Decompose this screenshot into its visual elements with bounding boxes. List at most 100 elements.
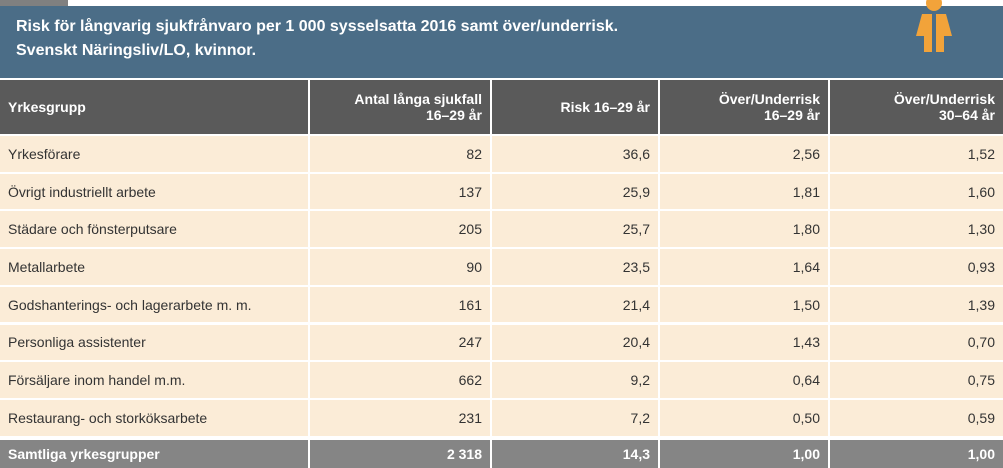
body-cell: 137 [310, 173, 490, 210]
header-cell: Risk 16–29 år [492, 80, 658, 134]
cell-text: 30–64 år [938, 107, 995, 123]
header-cell: Antal långa sjukfall 16–29 år [310, 80, 490, 134]
body-cell: Godshanterings- och lagerarbete m. m. [0, 286, 308, 323]
header-cell: Över/Underrisk 30–64 år [830, 80, 1003, 134]
body-cell: 1,43 [660, 324, 828, 361]
body-cell: 205 [310, 211, 490, 248]
cell-text: 1,60 [967, 183, 995, 200]
cell-text: 1,81 [792, 183, 820, 200]
cell-text: 16–29 år [763, 107, 820, 123]
body-cell: 23,5 [492, 249, 658, 285]
cell-text: 16–29 år [425, 107, 482, 123]
woman-icon [916, 0, 952, 52]
cell-text: 0,70 [967, 334, 995, 351]
body-cell: Restaurang- och storköksarbete [0, 399, 308, 436]
cell-text: 2,56 [792, 145, 820, 162]
body-cell: 1,30 [830, 211, 1003, 248]
footer-cell: 14,3 [492, 440, 658, 468]
cell-text: Samtliga yrkesgrupper [8, 446, 160, 462]
body-cell: 36,6 [492, 136, 658, 172]
body-cell: Yrkesförare [0, 136, 308, 172]
cell-text: 1,80 [792, 221, 820, 238]
cell-text: 1,39 [967, 296, 995, 313]
cell-text: 1,64 [792, 258, 820, 275]
body-cell: 247 [310, 324, 490, 361]
body-cell: 2,56 [660, 136, 828, 172]
cell-text: 0,75 [967, 372, 995, 389]
body-cell: 25,7 [492, 211, 658, 248]
tab [0, 0, 68, 6]
cell-text: 1,43 [792, 334, 820, 351]
body-cell: Övrigt industriellt arbete [0, 173, 308, 210]
cell-text: 247 [458, 334, 482, 351]
body-cell: 20,4 [492, 324, 658, 361]
cell-text: Personliga assistenter [8, 334, 146, 351]
body-cell: 90 [310, 249, 490, 285]
cell-text: 161 [458, 296, 482, 313]
cell-text: Yrkesförare [8, 145, 81, 162]
cell-text: 662 [458, 372, 482, 389]
body-cell: 1,52 [830, 136, 1003, 172]
footer-cell: 2 318 [310, 440, 490, 468]
header-cell: Över/Underrisk 16–29 år [660, 80, 828, 134]
body-cell: 0,75 [830, 362, 1003, 398]
cell-text: 21,4 [622, 296, 650, 313]
body-cell: 0,50 [660, 399, 828, 436]
body-cell: 25,9 [492, 173, 658, 210]
body-cell: 662 [310, 362, 490, 398]
body-cell: 0,59 [830, 399, 1003, 436]
body-cell: 0,93 [830, 249, 1003, 285]
body-cell: 7,2 [492, 399, 658, 436]
cell-text: Yrkesgrupp [8, 99, 86, 115]
header-cell: Yrkesgrupp [0, 80, 308, 134]
footer-cell: 1,00 [660, 440, 828, 468]
title-line: Risk för långvarig sjukfrånvaro per 1 00… [16, 18, 619, 35]
cell-text: 1,00 [792, 446, 820, 462]
cell-text: 9,2 [630, 372, 650, 389]
footer-cell: Samtliga yrkesgrupper [0, 440, 308, 468]
cell-text: Godshanterings- och lagerarbete m. m. [8, 296, 252, 313]
body-cell: 1,39 [830, 286, 1003, 323]
cell-text: 90 [466, 258, 482, 275]
body-cell: Metallarbete [0, 249, 308, 285]
cell-text: 0,50 [792, 409, 820, 426]
body-cell: 1,81 [660, 173, 828, 210]
cell-text: 1,50 [792, 296, 820, 313]
cell-text: 0,93 [967, 258, 995, 275]
footer-cell: 1,00 [830, 440, 1003, 468]
cell-text: 0,64 [792, 372, 820, 389]
cell-text: 137 [458, 183, 482, 200]
body-cell: 82 [310, 136, 490, 172]
body-cell: 231 [310, 399, 490, 436]
cell-text: Städare och fönsterputsare [8, 221, 177, 238]
cell-text: 231 [458, 409, 482, 426]
body-cell: Försäljare inom handel m.m. [0, 362, 308, 398]
cell-text: Över/Underrisk [893, 91, 995, 107]
cell-text: Försäljare inom handel m.m. [8, 372, 186, 389]
cell-text: 1,52 [967, 145, 995, 162]
cell-text: Antal långa sjukfall [354, 91, 482, 107]
title-band: Risk för långvarig sjukfrånvaro per 1 00… [0, 6, 1003, 78]
cell-text: 82 [466, 145, 482, 162]
cell-text: 25,7 [622, 221, 650, 238]
cell-text: Över/Underrisk [718, 91, 820, 107]
cell-text: Metallarbete [8, 258, 86, 275]
body-cell: 1,50 [660, 286, 828, 323]
body-cell: Personliga assistenter [0, 324, 308, 361]
cell-text: 36,6 [622, 145, 650, 162]
body-cell: 1,64 [660, 249, 828, 285]
body-cell: 161 [310, 286, 490, 323]
cell-text: Övrigt industriellt arbete [8, 183, 156, 200]
cell-text: 20,4 [622, 334, 650, 351]
cell-text: Restaurang- och storköksarbete [8, 409, 208, 426]
cell-text: 14,3 [622, 446, 650, 462]
body-cell: 1,80 [660, 211, 828, 248]
cell-text: 1,00 [967, 446, 995, 462]
cell-text: 25,9 [622, 183, 650, 200]
cell-text: 2 318 [446, 446, 482, 462]
body-cell: 9,2 [492, 362, 658, 398]
cell-text: 205 [458, 221, 482, 238]
cell-text: 0,59 [967, 409, 995, 426]
cell-text: Risk 16–29 år [560, 99, 650, 115]
